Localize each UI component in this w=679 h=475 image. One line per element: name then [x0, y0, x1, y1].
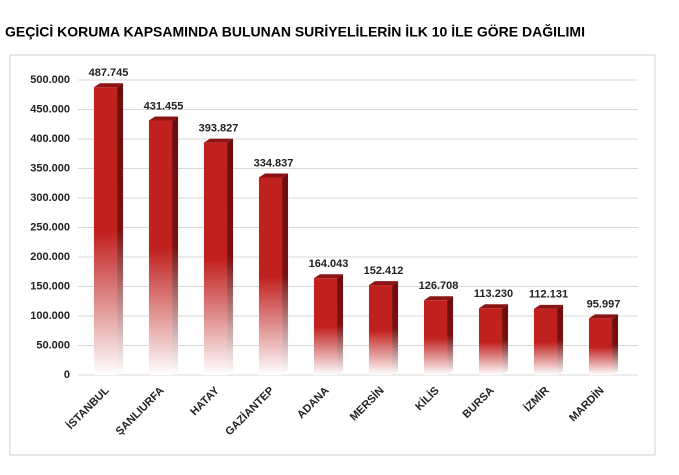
y-tick-label: 200.000	[30, 251, 70, 263]
y-tick-label: 250.000	[30, 221, 70, 233]
bar-side	[172, 116, 179, 375]
data-label: 95.997	[587, 298, 621, 310]
x-tick-label: KİLİS	[413, 384, 442, 413]
bar-side	[557, 304, 564, 375]
data-label: 112.131	[529, 289, 568, 301]
x-tick-label: HATAY	[188, 384, 222, 418]
bar-side	[337, 274, 344, 375]
bar	[258, 177, 283, 375]
data-label: 431.455	[144, 100, 184, 112]
bar	[93, 87, 118, 375]
x-tick-label: ADANA	[295, 385, 332, 422]
bar-top	[93, 83, 124, 88]
bar	[313, 278, 338, 375]
bar-top	[368, 281, 399, 286]
bar	[423, 300, 448, 375]
chart-title: GEÇİCİ KORUMA KAPSAMINDA BULUNAN SURİYEL…	[5, 23, 585, 40]
bar-top	[478, 304, 509, 309]
bar-top	[258, 173, 289, 178]
data-label: 393.827	[199, 123, 239, 135]
y-tick-label: 150.000	[30, 280, 70, 292]
y-tick-label: 450.000	[30, 103, 70, 115]
x-tick-label: BURSA	[461, 385, 497, 421]
bar	[368, 285, 393, 375]
bar-top	[203, 138, 234, 143]
data-label: 334.837	[254, 157, 294, 169]
x-tick-label: İZMİR	[521, 384, 551, 414]
data-label: 126.708	[419, 280, 459, 292]
bar-side	[282, 173, 289, 375]
y-tick-label: 350.000	[30, 162, 70, 174]
bar	[203, 142, 228, 375]
y-tick-label: 400.000	[30, 133, 70, 145]
bar	[148, 120, 173, 375]
bar-top	[588, 314, 619, 319]
data-label: 152.412	[364, 265, 404, 277]
bar	[478, 308, 503, 375]
y-tick-label: 500.000	[30, 74, 70, 86]
bar-top	[423, 296, 454, 301]
y-tick-label: 300.000	[30, 192, 70, 204]
y-tick-label: 50.000	[36, 339, 70, 351]
x-tick-label: MERSİN	[347, 384, 386, 423]
bar	[588, 318, 613, 375]
y-tick-label: 0	[64, 369, 70, 381]
chart-frame	[9, 54, 656, 456]
data-label: 113.230	[474, 288, 513, 300]
x-tick-label: ŞANLIURFA	[114, 385, 167, 438]
bar	[533, 308, 558, 375]
bar-side	[392, 281, 399, 375]
bar-top	[148, 116, 179, 121]
y-tick-label: 100.000	[30, 310, 70, 322]
x-tick-label: GAZİANTEP	[223, 384, 277, 438]
bar-side	[612, 314, 619, 375]
bar-side	[117, 83, 124, 375]
bar-side	[227, 138, 234, 375]
bar-top	[313, 274, 344, 279]
data-label: 487.745	[89, 67, 129, 79]
bar-side	[447, 296, 454, 375]
bar-side	[502, 304, 509, 375]
bar-top	[533, 304, 564, 309]
x-tick-label: İSTANBUL	[64, 384, 112, 432]
data-label: 164.043	[309, 258, 349, 270]
x-tick-label: MARDİN	[566, 384, 606, 424]
